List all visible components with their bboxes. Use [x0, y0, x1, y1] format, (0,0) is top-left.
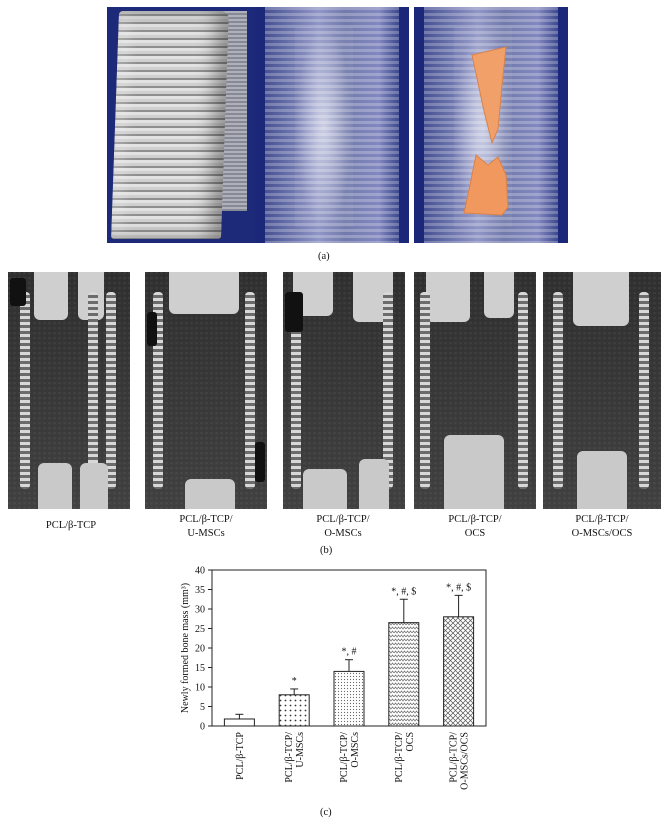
caption-b-5: PCL/β-TCP/O-MSCs/OCS — [571, 514, 633, 539]
ct-section-2 — [145, 272, 267, 509]
caption-b-1: PCL/β-TCP — [45, 520, 97, 531]
scaffold-surface — [111, 11, 229, 239]
category-label-line: PCL/β-TCP — [235, 732, 246, 780]
category-label-line: OCS — [405, 732, 416, 751]
ct-section-3 — [283, 272, 405, 509]
bone-mass-bar-chart: 0 5 10 15 20 25 30 35 40 Newly formed bone mass (… — [180, 566, 487, 790]
ct-section-1 — [8, 272, 130, 509]
panel-c-label: (c) — [320, 807, 332, 818]
category-label-line: O-MSCs — [350, 732, 361, 768]
y-tick-label: 15 — [195, 663, 205, 674]
y-tick-label: 40 — [195, 566, 205, 577]
render-scaffold-surface — [107, 7, 261, 243]
render-scaffold-transparent — [255, 7, 409, 243]
bar-1 — [223, 718, 255, 727]
y-tick-label: 25 — [195, 624, 205, 635]
category-label-line: PCL/β-TCP/ — [339, 732, 350, 783]
y-tick-label: 5 — [200, 702, 205, 713]
category-label-line: PCL/β-TCP/ — [284, 732, 295, 783]
ct-section-4 — [414, 272, 536, 509]
transparent-core — [295, 27, 353, 227]
category-label-4: PCL/β-TCP/OCS — [394, 732, 416, 783]
chart-bars — [223, 594, 475, 727]
category-label-2: PCL/β-TCP/U-MSCs — [284, 732, 306, 783]
bar-4 — [388, 622, 420, 727]
ct-section-5 — [543, 272, 661, 509]
y-axis-label: Newly formed bone mass (mm³) — [180, 583, 191, 713]
y-tick-label: 35 — [195, 585, 205, 596]
bar-3 — [333, 670, 365, 727]
significance-label: *, #, $ — [391, 586, 416, 597]
category-label-5: PCL/β-TCP/O-MSCs/OCS — [449, 732, 471, 790]
render-new-bone-highlight — [414, 7, 568, 243]
category-label-3: PCL/β-TCP/O-MSCs — [339, 732, 361, 783]
caption-b-4: PCL/β-TCP/OCS — [448, 514, 502, 539]
chart-labels: 0 5 10 15 20 25 30 35 40 Newly formed bone mass (… — [180, 566, 471, 790]
category-label-line: PCL/β-TCP/ — [394, 732, 405, 783]
bar-5 — [443, 616, 475, 727]
category-label-line: U-MSCs — [295, 732, 306, 768]
category-label-1: PCL/β-TCP — [235, 732, 246, 780]
y-tick-label: 0 — [200, 722, 205, 733]
caption-b-2: PCL/β-TCP/U-MSCs — [179, 514, 233, 539]
category-label-line: PCL/β-TCP/ — [449, 732, 460, 783]
category-label-line: O-MSCs/OCS — [460, 732, 471, 790]
caption-b-3: PCL/β-TCP/O-MSCs — [316, 514, 370, 539]
y-tick-label: 30 — [195, 605, 205, 616]
significance-label: *, #, $ — [446, 582, 471, 593]
bar-2 — [278, 694, 310, 727]
significance-label: * — [292, 676, 297, 687]
significance-label: *, # — [342, 647, 357, 658]
panel-a-label: (a) — [318, 251, 330, 262]
new-bone-highlight — [463, 46, 509, 216]
y-tick-label: 10 — [195, 683, 205, 694]
panel-b-label: (b) — [320, 545, 333, 556]
y-tick-label: 20 — [195, 644, 205, 655]
